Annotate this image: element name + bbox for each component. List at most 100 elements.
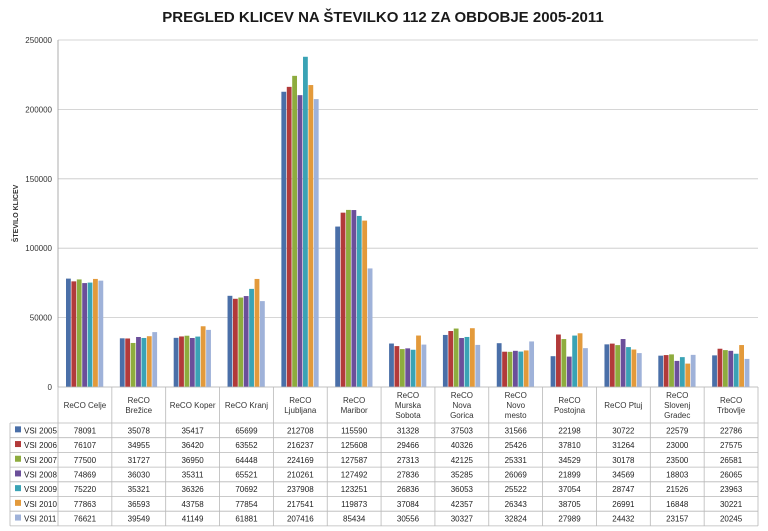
bar: [631, 349, 637, 387]
y-tick-label: 150000: [25, 175, 52, 184]
data-label: 30178: [612, 456, 635, 465]
bar: [405, 348, 411, 387]
data-label: 30327: [451, 515, 474, 524]
legend-label: VSI 2009: [24, 485, 57, 494]
data-label: 23963: [720, 485, 743, 494]
category-label: ReCO Murska Sobota: [395, 391, 422, 420]
data-label: 34529: [558, 456, 581, 465]
data-label: 70692: [235, 485, 258, 494]
bar: [227, 295, 233, 387]
bar: [313, 99, 319, 388]
data-label: 21899: [558, 470, 581, 479]
bar: [410, 349, 416, 387]
bar: [146, 336, 152, 387]
bar: [141, 337, 147, 387]
bar: [744, 358, 750, 387]
y-tick-label: 250000: [25, 36, 52, 45]
bar: [243, 296, 249, 387]
y-axis: 0 50000 100000 150000 200000 250000: [25, 36, 59, 392]
data-label: 224169: [287, 456, 314, 465]
data-label: 123251: [341, 485, 368, 494]
data-label: 39549: [128, 515, 151, 524]
legend-label: VSI 2005: [24, 426, 57, 435]
data-label: 78091: [74, 426, 97, 435]
bar: [626, 347, 631, 387]
data-label: 29466: [397, 441, 420, 450]
data-label: 36593: [128, 500, 151, 509]
bar: [249, 288, 254, 387]
legend-label: VSI 2006: [24, 441, 57, 450]
data-label: 64448: [235, 456, 258, 465]
bar: [238, 297, 244, 387]
data-label: 31566: [505, 426, 528, 435]
data-label: 25522: [505, 485, 528, 494]
data-label: 32824: [505, 515, 528, 524]
bar: [604, 344, 610, 387]
bar: [469, 328, 475, 387]
data-label: 42125: [451, 456, 474, 465]
data-label: 35078: [128, 426, 151, 435]
data-label: 34569: [612, 470, 635, 479]
bar: [308, 85, 314, 388]
data-label: 30722: [612, 426, 635, 435]
data-label: 27836: [397, 470, 420, 479]
legend-swatch: [15, 455, 21, 462]
data-label: 36326: [181, 485, 204, 494]
bar: [389, 343, 394, 387]
data-label: 24432: [612, 515, 635, 524]
data-label: 27989: [558, 515, 581, 524]
bar: [679, 357, 685, 387]
bar: [502, 351, 507, 387]
legend-swatch: [15, 441, 21, 448]
bar: [523, 350, 529, 387]
bar: [254, 278, 260, 387]
data-label: 35311: [182, 470, 204, 479]
data-label: 25426: [505, 441, 528, 450]
data-label: 34955: [128, 441, 151, 450]
data-label: 26069: [505, 470, 528, 479]
legend-swatch: [15, 485, 21, 492]
data-label: 237908: [287, 485, 314, 494]
bar: [459, 338, 464, 387]
data-label: 35321: [128, 485, 151, 494]
data-label: 127492: [341, 470, 368, 479]
data-label: 23157: [666, 515, 689, 524]
data-label: 22198: [558, 426, 581, 435]
category-label: ReCO Brežice: [125, 396, 152, 415]
bar: [464, 336, 470, 387]
category-label: ReCO Koper: [170, 401, 216, 410]
category-label: ReCO Postojna: [554, 396, 586, 415]
data-label: 63552: [235, 441, 258, 450]
y-tick-label: 200000: [25, 105, 52, 114]
data-label: 26065: [720, 470, 743, 479]
bar: [722, 350, 728, 387]
data-label: 40326: [451, 441, 474, 450]
bar: [690, 354, 696, 387]
bar: [561, 339, 567, 387]
bar: [82, 283, 88, 387]
data-label: 25331: [505, 456, 528, 465]
bar: [572, 335, 578, 387]
category-label: ReCO Novo mesto: [505, 391, 528, 420]
data-label: 76621: [74, 515, 97, 524]
y-tick-label: 100000: [25, 244, 52, 253]
data-label: 41149: [182, 515, 204, 524]
data-label: 23500: [666, 456, 689, 465]
bar: [496, 343, 502, 387]
data-label: 77854: [235, 500, 258, 509]
bars: [66, 56, 750, 388]
category-label: ReCO Slovenj Gradec: [664, 391, 690, 420]
bar: [620, 339, 626, 387]
data-label: 20245: [720, 515, 743, 524]
data-label: 23000: [666, 441, 689, 450]
bar: [685, 363, 691, 387]
y-tick-label: 0: [48, 383, 53, 392]
data-label: 43758: [181, 500, 204, 509]
data-label: 36950: [181, 456, 204, 465]
bar: [206, 329, 211, 387]
bar: [71, 281, 77, 387]
bar: [663, 355, 669, 387]
data-label: 77500: [74, 456, 97, 465]
category-label: ReCO Maribor: [341, 396, 368, 415]
bar: [728, 350, 734, 387]
